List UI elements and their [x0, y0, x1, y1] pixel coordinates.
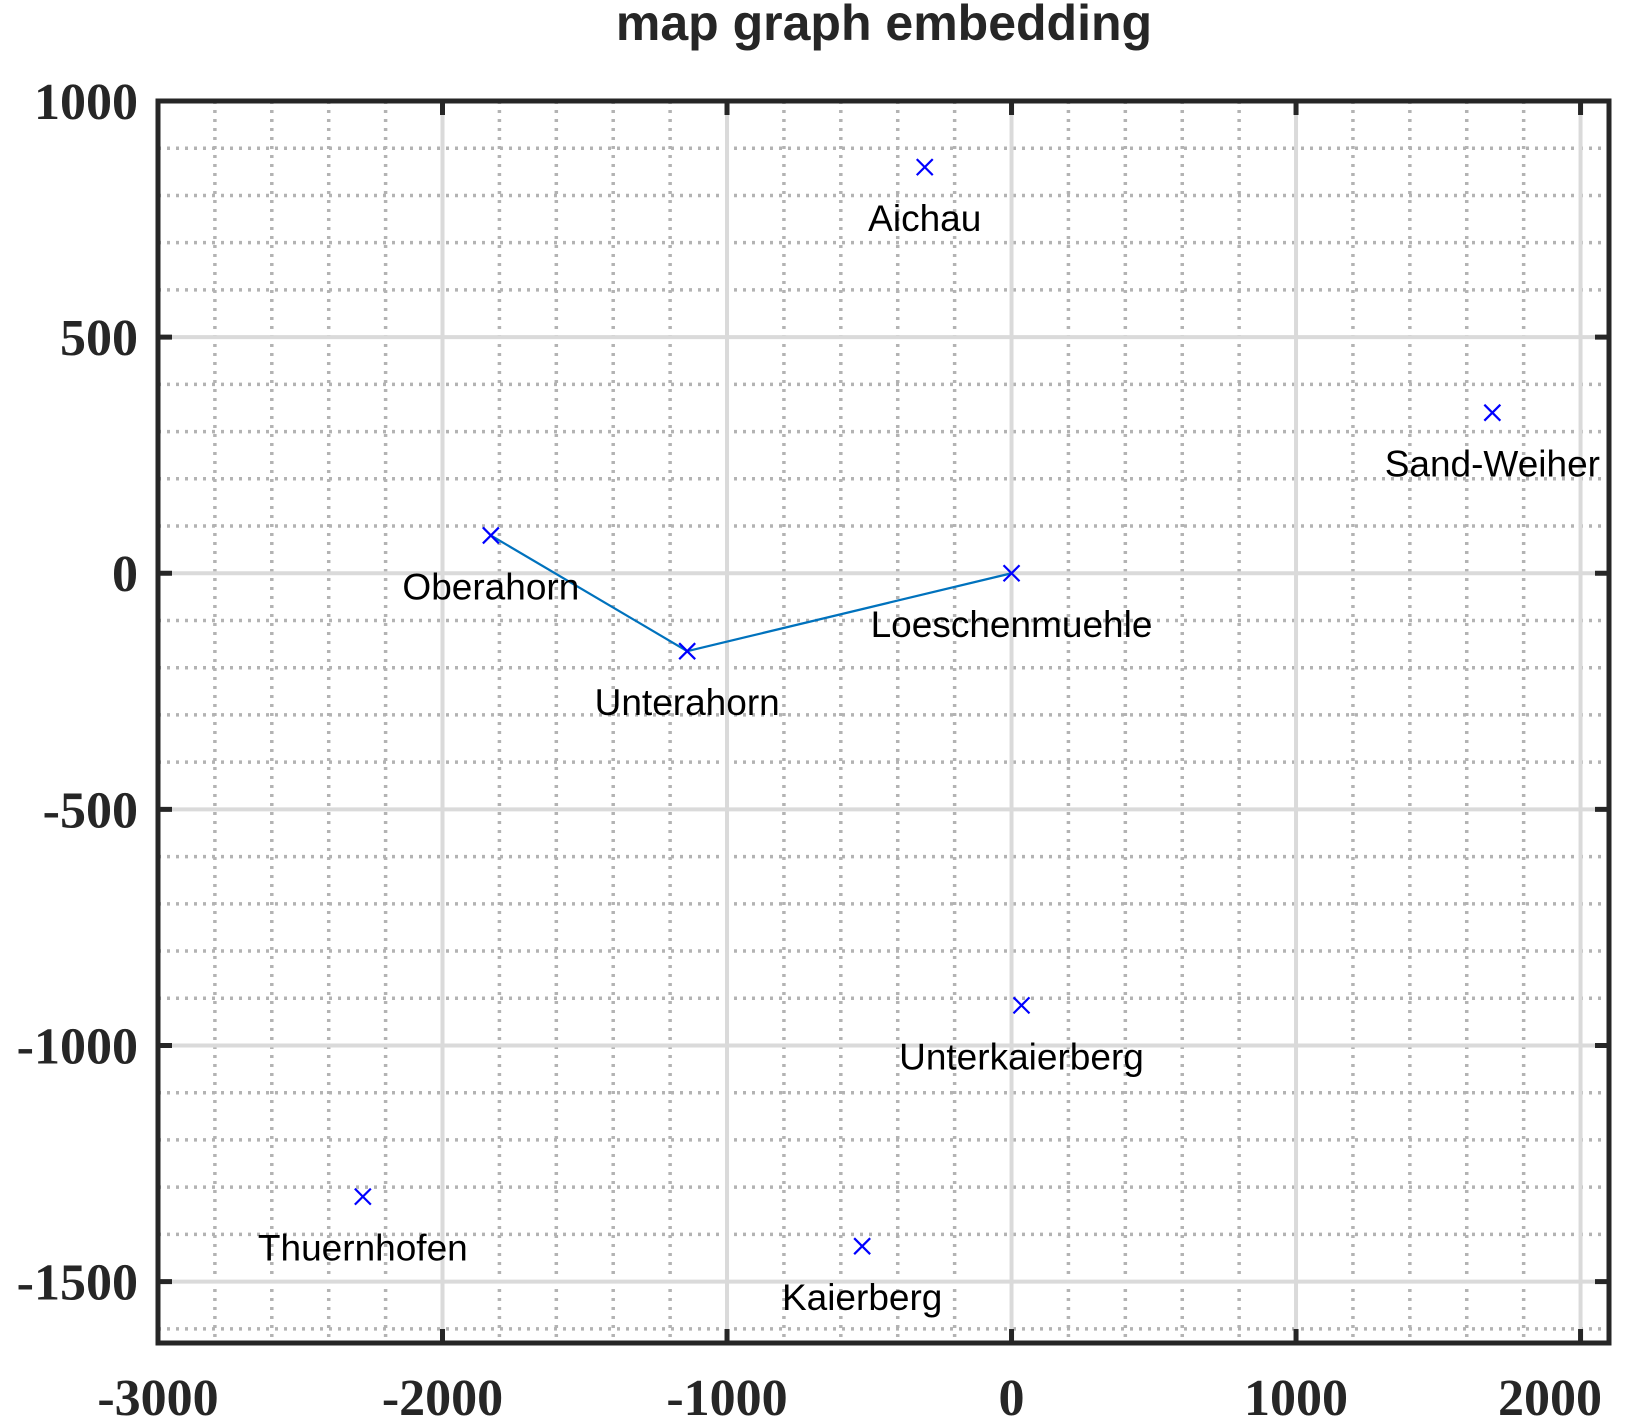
data-point-label: Aichau [868, 198, 981, 239]
x-tick-label: -2000 [382, 1370, 503, 1421]
data-point-marker [1012, 996, 1031, 1015]
marker-stroke [915, 158, 934, 176]
chart-title: map graph embedding [616, 0, 1152, 51]
marker-stroke [482, 526, 500, 545]
data-point-label: Oberahorn [402, 566, 579, 607]
marker-stroke [853, 1237, 871, 1255]
graph-edge [490, 534, 688, 653]
data-point-label: Unterahorn [595, 682, 780, 723]
marker-layer [354, 158, 1502, 1255]
data-point-label: Thuernhofen [258, 1228, 468, 1269]
x-tick-label: -3000 [97, 1370, 218, 1421]
data-point-marker [678, 642, 696, 660]
y-tick-label: 1000 [34, 74, 138, 131]
axes-box [155, 98, 1612, 1346]
axes-layer [155, 98, 1612, 1346]
x-tick-label: 0 [999, 1370, 1025, 1421]
x-tick-label: -1000 [666, 1370, 787, 1421]
data-point-marker [853, 1237, 871, 1255]
data-point-marker [1483, 403, 1502, 422]
marker-stroke [1002, 564, 1021, 583]
y-tick-label: -500 [43, 782, 138, 839]
data-point-marker [354, 1187, 372, 1206]
y-tick-label: -1500 [17, 1255, 138, 1312]
data-point-label: Sand-Weiher [1385, 444, 1600, 485]
marker-stroke [1483, 403, 1502, 422]
edge-layer [490, 534, 1012, 653]
data-point-label: Loeschenmuehle [871, 604, 1153, 645]
grid-layer [158, 101, 1609, 1343]
data-point-label: Kaierberg [782, 1277, 942, 1318]
data-point-marker [1002, 564, 1021, 583]
data-point-marker [482, 526, 500, 545]
marker-stroke [1012, 996, 1031, 1015]
y-tick-label: 500 [60, 310, 138, 367]
data-point-label: Unterkaierberg [899, 1036, 1144, 1077]
data-point-marker [915, 158, 934, 176]
tick-label-layer: -3000 -2000 -1000 0 1000 2000 1000 500 0 -500 -100… [17, 74, 1602, 1421]
label-layer: Aichau Sand-Weiher Oberahorn Loeschenmuehle… [258, 198, 1600, 1318]
marker-stroke [354, 1187, 372, 1206]
graph-edge [686, 572, 1012, 653]
y-tick-label: -1000 [17, 1018, 138, 1075]
marker-stroke [678, 642, 696, 660]
x-tick-label: 1000 [1244, 1370, 1348, 1421]
y-tick-label: 0 [112, 546, 138, 603]
x-tick-label: 2000 [1498, 1370, 1602, 1421]
